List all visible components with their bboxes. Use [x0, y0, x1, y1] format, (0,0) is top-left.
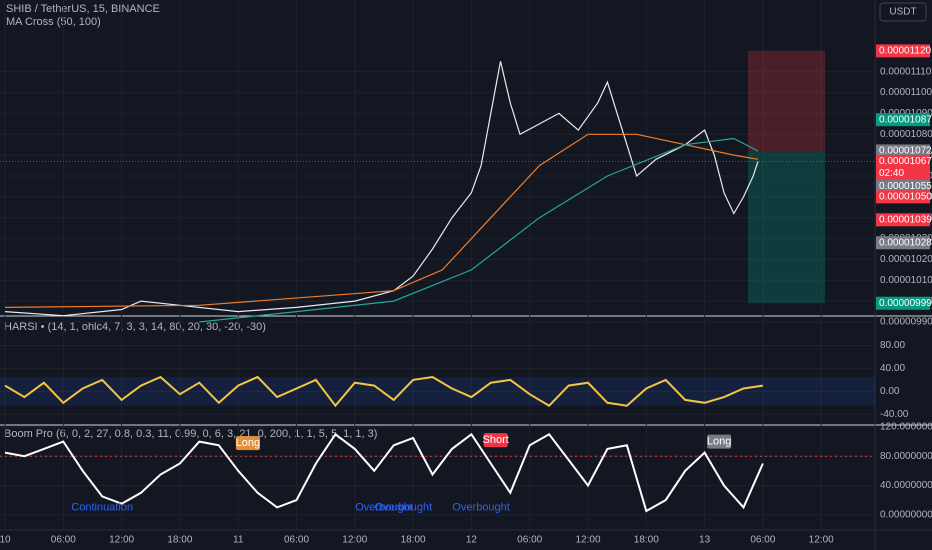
boom-title: Boom Pro (6, 0, 2, 27, 0.8, 0.3, 11, 0.9…: [4, 428, 377, 440]
x-tick-label: 12:00: [109, 535, 134, 546]
indicator-title: MA Cross (50, 100): [6, 16, 101, 28]
x-tick-label: 12: [466, 535, 478, 546]
price-badge: [876, 296, 930, 310]
price-badge: [876, 113, 930, 127]
tag-label: Long: [236, 437, 260, 449]
annotation: Overbought: [355, 501, 412, 513]
price-badge-label: 0.00001120: [879, 45, 932, 56]
y-tick-label: 0.00000990: [880, 317, 932, 328]
annotation: Overbought: [452, 501, 509, 513]
x-tick-label: 12:00: [342, 535, 367, 546]
y-tick-label: 0.00000000: [880, 509, 932, 520]
price-badge-label: 0.00001055: [879, 181, 932, 192]
series-line: [4, 61, 759, 317]
price-badge-label: 0.00001039: [879, 214, 932, 225]
series-line: [4, 133, 759, 308]
price-badge-label: 0.00001072: [879, 146, 932, 157]
series-line: [4, 375, 764, 408]
x-tick-label: 06:00: [51, 535, 76, 546]
tag-box: [483, 433, 508, 448]
y-tick-label: 0.00: [880, 386, 900, 397]
y-tick-label: 80.00: [880, 340, 905, 351]
series-line: [4, 432, 764, 513]
price-badge: [876, 213, 930, 227]
price-badge: [876, 44, 930, 58]
x-tick-label: 10: [0, 535, 11, 546]
price-badge-label: 0.00001028: [879, 237, 932, 248]
price-badge: [876, 236, 930, 250]
x-tick-label: 06:00: [284, 535, 309, 546]
price-badge: [876, 190, 930, 204]
price-badge: [876, 154, 930, 181]
y-tick-label: -40.00: [880, 409, 909, 420]
harsi-title: HARSI • (14, 1, ohlc4, 7, 3, 3, 14, 80, …: [4, 321, 266, 333]
x-tick-label: 06:00: [517, 535, 542, 546]
symbol-title: SHIB / TetherUS, 15, BINANCE: [6, 3, 160, 15]
x-tick-label: 12:00: [809, 535, 834, 546]
currency-button[interactable]: [879, 2, 927, 22]
y-tick-label: 0.00001100: [880, 87, 932, 98]
y-tick-label: 80.00000000: [880, 451, 932, 462]
target-zone: [748, 50, 825, 151]
y-tick-label: 40.00: [880, 363, 905, 374]
x-tick-label: 11: [233, 535, 244, 546]
x-tick-label: 13: [699, 535, 711, 546]
price-badge: [876, 179, 930, 193]
y-tick-label: 120.00000000: [880, 422, 932, 433]
price-badge-label: 0.00000999: [879, 298, 932, 309]
y-tick-label: 0.00001110: [880, 66, 932, 77]
harsi-band: [0, 377, 875, 406]
price-badge-label: 0.00001050: [879, 191, 932, 202]
tag-label: Short: [483, 434, 509, 446]
tag-box: [707, 434, 732, 449]
y-tick-label: 0.00001010: [880, 275, 932, 286]
y-tick-label: 0.00001080: [880, 129, 932, 140]
price-badge: [876, 144, 930, 158]
x-tick-label: 18:00: [401, 535, 426, 546]
stop-zone: [748, 150, 825, 304]
annotation: Continuation: [71, 501, 133, 513]
y-tick-label: 0.00001020: [880, 254, 932, 265]
x-tick-label: 06:00: [750, 535, 775, 546]
price-badge-label: 0.00001067: [879, 156, 932, 167]
countdown: 02:40: [879, 168, 904, 179]
tag-label: Long: [707, 436, 731, 448]
x-tick-label: 12:00: [575, 535, 600, 546]
series-line: [199, 137, 759, 323]
tag-box: [235, 436, 260, 451]
annotation: Overbought: [375, 501, 432, 513]
x-tick-label: 18:00: [167, 535, 192, 546]
price-badge-label: 0.00001087: [879, 114, 932, 125]
currency[interactable]: USDT: [889, 7, 916, 18]
y-tick-label: 40.00000000: [880, 480, 932, 491]
x-tick-label: 18:00: [634, 535, 659, 546]
